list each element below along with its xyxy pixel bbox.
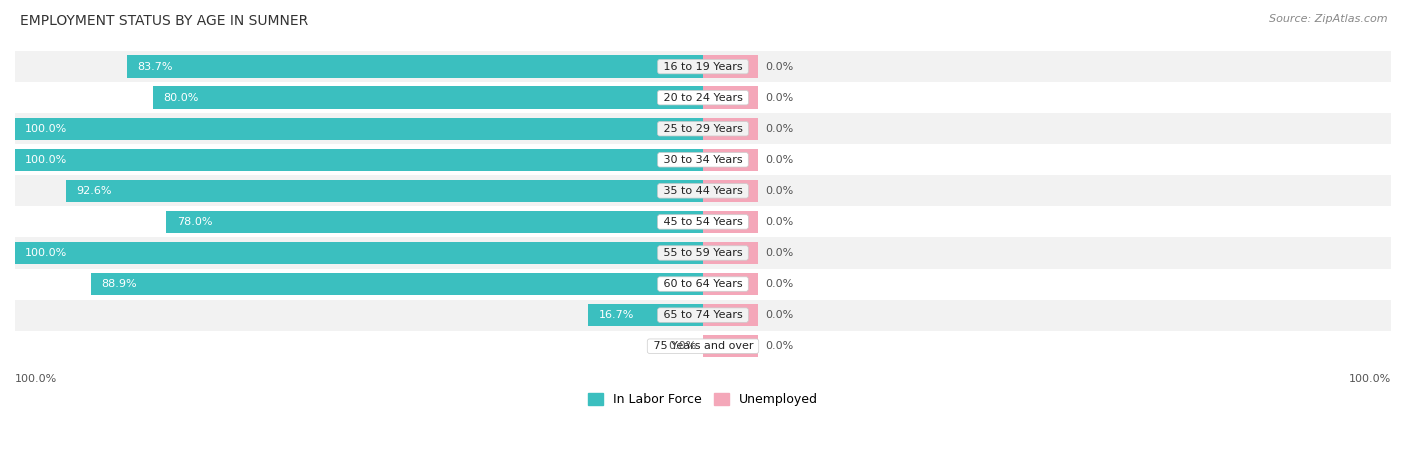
Text: 0.0%: 0.0% <box>765 186 793 196</box>
Text: 0.0%: 0.0% <box>765 279 793 289</box>
Text: 0.0%: 0.0% <box>765 248 793 258</box>
Legend: In Labor Force, Unemployed: In Labor Force, Unemployed <box>583 388 823 411</box>
Bar <box>15 51 1391 82</box>
Text: 0.0%: 0.0% <box>765 124 793 134</box>
Bar <box>66 179 703 202</box>
Text: 55 to 59 Years: 55 to 59 Years <box>659 248 747 258</box>
Bar <box>166 211 703 233</box>
Bar <box>703 149 758 171</box>
Bar <box>703 118 758 140</box>
Bar <box>15 175 1391 207</box>
Text: 45 to 54 Years: 45 to 54 Years <box>659 217 747 227</box>
Bar <box>15 207 1391 238</box>
Text: 20 to 24 Years: 20 to 24 Years <box>659 92 747 103</box>
Text: 16.7%: 16.7% <box>599 310 634 320</box>
Text: 0.0%: 0.0% <box>765 62 793 72</box>
Text: 0.0%: 0.0% <box>765 155 793 165</box>
Bar <box>15 238 1391 268</box>
Bar <box>588 304 703 326</box>
Bar <box>703 304 758 326</box>
Text: 65 to 74 Years: 65 to 74 Years <box>659 310 747 320</box>
Text: 100.0%: 100.0% <box>25 124 67 134</box>
Text: 80.0%: 80.0% <box>163 92 198 103</box>
Text: Source: ZipAtlas.com: Source: ZipAtlas.com <box>1270 14 1388 23</box>
Text: 100.0%: 100.0% <box>25 155 67 165</box>
Text: 75 Years and over: 75 Years and over <box>650 341 756 351</box>
Bar <box>15 118 703 140</box>
Text: 60 to 64 Years: 60 to 64 Years <box>659 279 747 289</box>
Bar <box>703 242 758 264</box>
Bar <box>703 273 758 295</box>
Text: 100.0%: 100.0% <box>1348 374 1391 384</box>
Bar <box>15 331 1391 362</box>
Bar <box>15 149 703 171</box>
Text: 78.0%: 78.0% <box>177 217 212 227</box>
Bar <box>15 113 1391 144</box>
Bar <box>703 55 758 78</box>
Text: 0.0%: 0.0% <box>765 92 793 103</box>
Bar <box>703 87 758 109</box>
Bar <box>153 87 703 109</box>
Text: 0.0%: 0.0% <box>765 341 793 351</box>
Bar <box>15 82 1391 113</box>
Text: 25 to 29 Years: 25 to 29 Years <box>659 124 747 134</box>
Bar <box>703 179 758 202</box>
Bar <box>703 211 758 233</box>
Text: 0.0%: 0.0% <box>668 341 696 351</box>
Bar <box>703 335 758 357</box>
Text: 92.6%: 92.6% <box>76 186 111 196</box>
Text: 16 to 19 Years: 16 to 19 Years <box>659 62 747 72</box>
Text: 0.0%: 0.0% <box>765 217 793 227</box>
Text: 100.0%: 100.0% <box>25 248 67 258</box>
Text: 0.0%: 0.0% <box>765 310 793 320</box>
Bar <box>15 144 1391 175</box>
Text: 100.0%: 100.0% <box>15 374 58 384</box>
Bar <box>127 55 703 78</box>
Bar <box>91 273 703 295</box>
Bar <box>15 268 1391 299</box>
Text: EMPLOYMENT STATUS BY AGE IN SUMNER: EMPLOYMENT STATUS BY AGE IN SUMNER <box>20 14 308 28</box>
Text: 30 to 34 Years: 30 to 34 Years <box>659 155 747 165</box>
Bar <box>15 299 1391 331</box>
Bar <box>15 242 703 264</box>
Text: 35 to 44 Years: 35 to 44 Years <box>659 186 747 196</box>
Text: 88.9%: 88.9% <box>101 279 138 289</box>
Text: 83.7%: 83.7% <box>138 62 173 72</box>
